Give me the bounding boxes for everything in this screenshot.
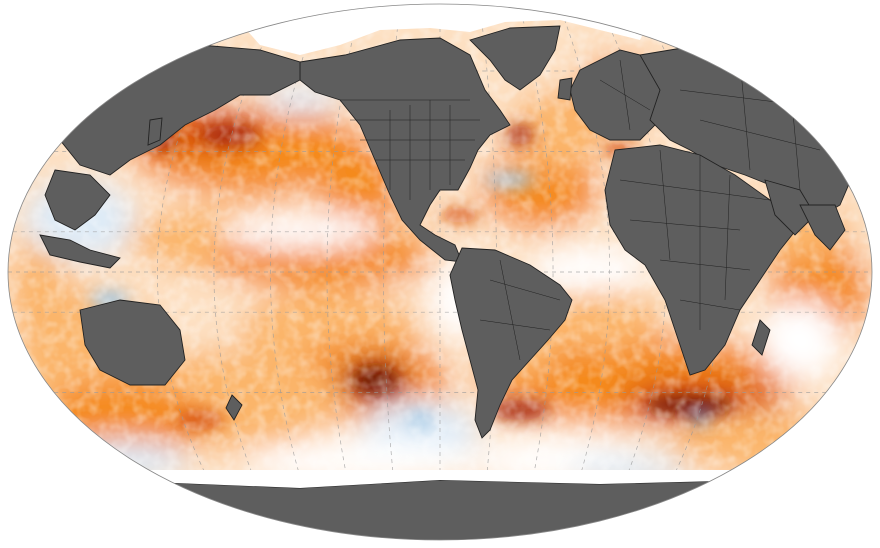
graticule-meridian — [518, 4, 554, 540]
antarctic-ice — [8, 470, 872, 492]
land-uk — [557, 77, 573, 101]
land-southeast-asia — [44, 169, 111, 231]
sea-ice — [8, 4, 872, 492]
globe-outline — [7, 3, 873, 541]
graticule-meridian — [326, 4, 362, 540]
border-line — [489, 279, 561, 301]
border-line — [499, 259, 521, 361]
land-new-zealand — [225, 394, 243, 421]
border-line — [619, 179, 771, 201]
country-borders — [340, 59, 841, 361]
land-japan — [147, 117, 163, 146]
graticule-meridian — [479, 4, 497, 540]
arctic-ice — [220, 4, 660, 55]
land-masses — [8, 25, 872, 540]
land-arabia — [764, 179, 816, 236]
border-line — [659, 259, 751, 271]
land-india — [799, 204, 846, 251]
land-antarctica — [8, 479, 872, 540]
land-south-america — [449, 247, 573, 439]
land-australia — [79, 299, 186, 386]
border-line — [699, 119, 821, 151]
border-line — [479, 319, 551, 331]
land-madagascar — [751, 319, 771, 356]
land-greenland — [469, 25, 561, 91]
border-line — [659, 149, 671, 261]
graticule-meridian — [270, 4, 322, 540]
border-line — [629, 219, 741, 231]
border-line — [619, 59, 631, 131]
land-north-america — [299, 37, 511, 263]
land-indonesia — [39, 234, 121, 269]
border-line — [724, 174, 731, 301]
border-line — [679, 299, 741, 311]
land-africa — [604, 144, 801, 376]
